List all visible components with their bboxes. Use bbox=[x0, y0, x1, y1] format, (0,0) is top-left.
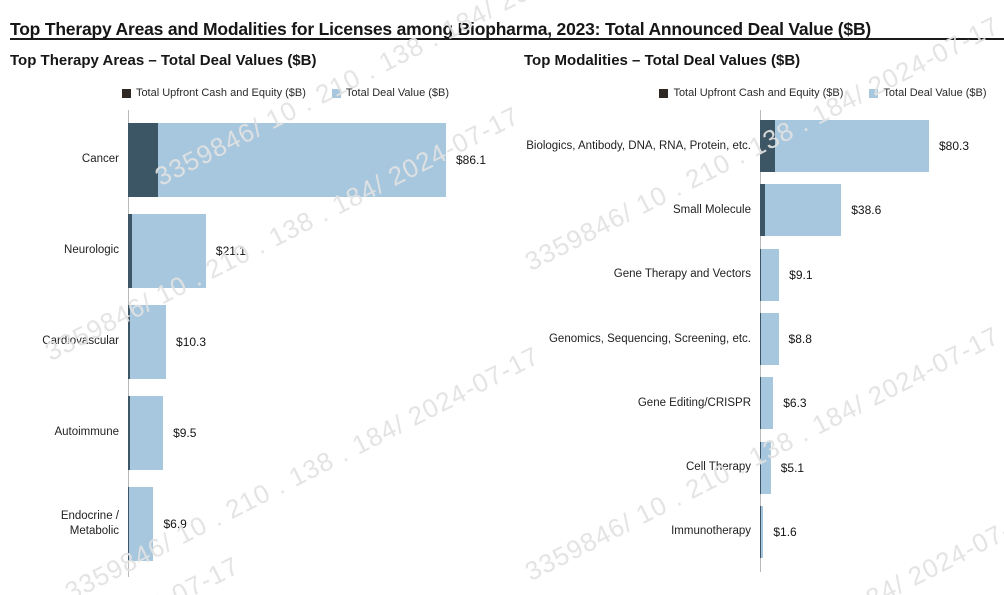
upfront-cash-bar bbox=[760, 248, 762, 301]
chart-title: Top Therapy Areas – Total Deal Values ($… bbox=[10, 52, 317, 69]
value-label: $9.1 bbox=[789, 267, 813, 282]
value-label: $86.1 bbox=[456, 152, 487, 167]
category-label: Neurologic bbox=[64, 244, 119, 257]
deal-value-bar bbox=[760, 313, 779, 366]
value-label: $6.9 bbox=[163, 516, 187, 531]
legend-item-deal-value: Total Deal Value ($B) bbox=[331, 87, 450, 99]
value-label: $1.6 bbox=[773, 524, 797, 539]
bar-row: Gene Therapy and Vectors $9.1 bbox=[524, 243, 1004, 307]
value-label: $21.1 bbox=[215, 243, 246, 258]
upfront-cash-bar bbox=[760, 441, 761, 494]
deal-value-bar bbox=[760, 184, 842, 237]
category-label: Immunotherapy bbox=[671, 525, 751, 538]
category-label: Cell Therapy bbox=[686, 461, 751, 474]
upfront-cash-bar bbox=[760, 377, 761, 430]
upfront-cash-bar bbox=[128, 486, 130, 561]
deal-value-swatch-icon bbox=[331, 88, 341, 98]
bar-row: Genomics, Sequencing, Screening, etc. $8.… bbox=[524, 307, 1004, 371]
value-label: $80.3 bbox=[939, 139, 970, 154]
upfront-cash-bar bbox=[128, 395, 131, 470]
category-label: Small Molecule bbox=[673, 203, 751, 216]
legend-label: Total Upfront Cash and Equity ($B) bbox=[673, 87, 844, 99]
category-label: Autoimmune bbox=[54, 426, 119, 439]
upfront-cash-bar bbox=[128, 304, 131, 379]
upfront-cash-bar bbox=[128, 213, 132, 288]
category-label: Cardiovascular bbox=[42, 335, 119, 348]
value-label: $9.5 bbox=[173, 425, 197, 440]
value-label: $5.1 bbox=[780, 460, 805, 475]
deal-value-bar bbox=[760, 505, 764, 558]
deal-value-bar bbox=[760, 377, 774, 430]
legend: Total Upfront Cash and Equity ($B) Total… bbox=[10, 87, 502, 99]
value-label: $10.3 bbox=[176, 334, 207, 349]
legend: Total Upfront Cash and Equity ($B) Total… bbox=[524, 87, 1004, 99]
bar-plot: Biologics, Antibody, DNA, RNA, Protein, … bbox=[524, 110, 1004, 573]
category-label: Biologics, Antibody, DNA, RNA, Protein, … bbox=[526, 139, 751, 152]
deal-value-bar bbox=[128, 304, 167, 379]
category-label: Cancer bbox=[81, 153, 119, 166]
value-label: $6.3 bbox=[783, 396, 807, 411]
deal-value-bar bbox=[128, 395, 164, 470]
bar-row: Endocrine / Metabolic $6.9 bbox=[10, 478, 502, 569]
upfront-swatch-icon bbox=[121, 88, 131, 98]
category-label: Gene Therapy and Vectors bbox=[613, 268, 751, 281]
bar-row: Cardiovascular $10.3 bbox=[10, 296, 502, 387]
legend-label: Total Upfront Cash and Equity ($B) bbox=[135, 87, 306, 99]
category-label: Endocrine / Metabolic bbox=[60, 509, 119, 537]
upfront-cash-bar bbox=[760, 184, 766, 237]
legend-label: Total Deal Value ($B) bbox=[345, 87, 450, 99]
deal-value-swatch-icon bbox=[869, 88, 879, 98]
page-title: Top Therapy Areas and Modalities for Lic… bbox=[10, 18, 872, 39]
upfront-cash-bar bbox=[760, 313, 761, 366]
legend-item-upfront: Total Upfront Cash and Equity ($B) bbox=[659, 87, 843, 99]
deal-value-bar bbox=[760, 248, 780, 301]
deal-value-bar bbox=[128, 122, 446, 197]
value-label: $8.8 bbox=[788, 332, 812, 347]
bar-row: Cell Therapy $5.1 bbox=[524, 435, 1004, 499]
legend-item-deal-value: Total Deal Value ($B) bbox=[869, 87, 987, 99]
upfront-cash-bar bbox=[760, 120, 775, 173]
deal-value-bar bbox=[128, 213, 206, 288]
bar-row: Small Molecule $38.6 bbox=[524, 178, 1004, 242]
upfront-cash-bar bbox=[128, 122, 158, 197]
deal-value-bar bbox=[760, 441, 771, 494]
bar-row: Biologics, Antibody, DNA, RNA, Protein, … bbox=[524, 114, 1004, 178]
legend-label: Total Deal Value ($B) bbox=[883, 87, 987, 99]
bar-row: Autoimmune $9.5 bbox=[10, 387, 502, 478]
bar-row: Immunotherapy $1.6 bbox=[524, 500, 1004, 564]
deal-value-bar bbox=[128, 486, 154, 561]
category-label: Genomics, Sequencing, Screening, etc. bbox=[548, 332, 751, 345]
bar-row: Gene Editing/CRISPR $6.3 bbox=[524, 371, 1004, 435]
category-label: Gene Editing/CRISPR bbox=[637, 396, 751, 409]
bar-row: Neurologic $21.1 bbox=[10, 205, 502, 296]
bar-row: Cancer $86.1 bbox=[10, 114, 502, 205]
title-divider bbox=[10, 38, 1004, 40]
legend-item-upfront: Total Upfront Cash and Equity ($B) bbox=[121, 87, 306, 99]
deal-value-bar bbox=[760, 120, 929, 173]
upfront-swatch-icon bbox=[659, 88, 669, 98]
value-label: $38.6 bbox=[851, 203, 882, 218]
bar-plot: Cancer $86.1 Neurologic $21.1 Cardiovascular… bbox=[10, 110, 502, 577]
chart-title: Top Modalities – Total Deal Values ($B) bbox=[524, 52, 801, 69]
